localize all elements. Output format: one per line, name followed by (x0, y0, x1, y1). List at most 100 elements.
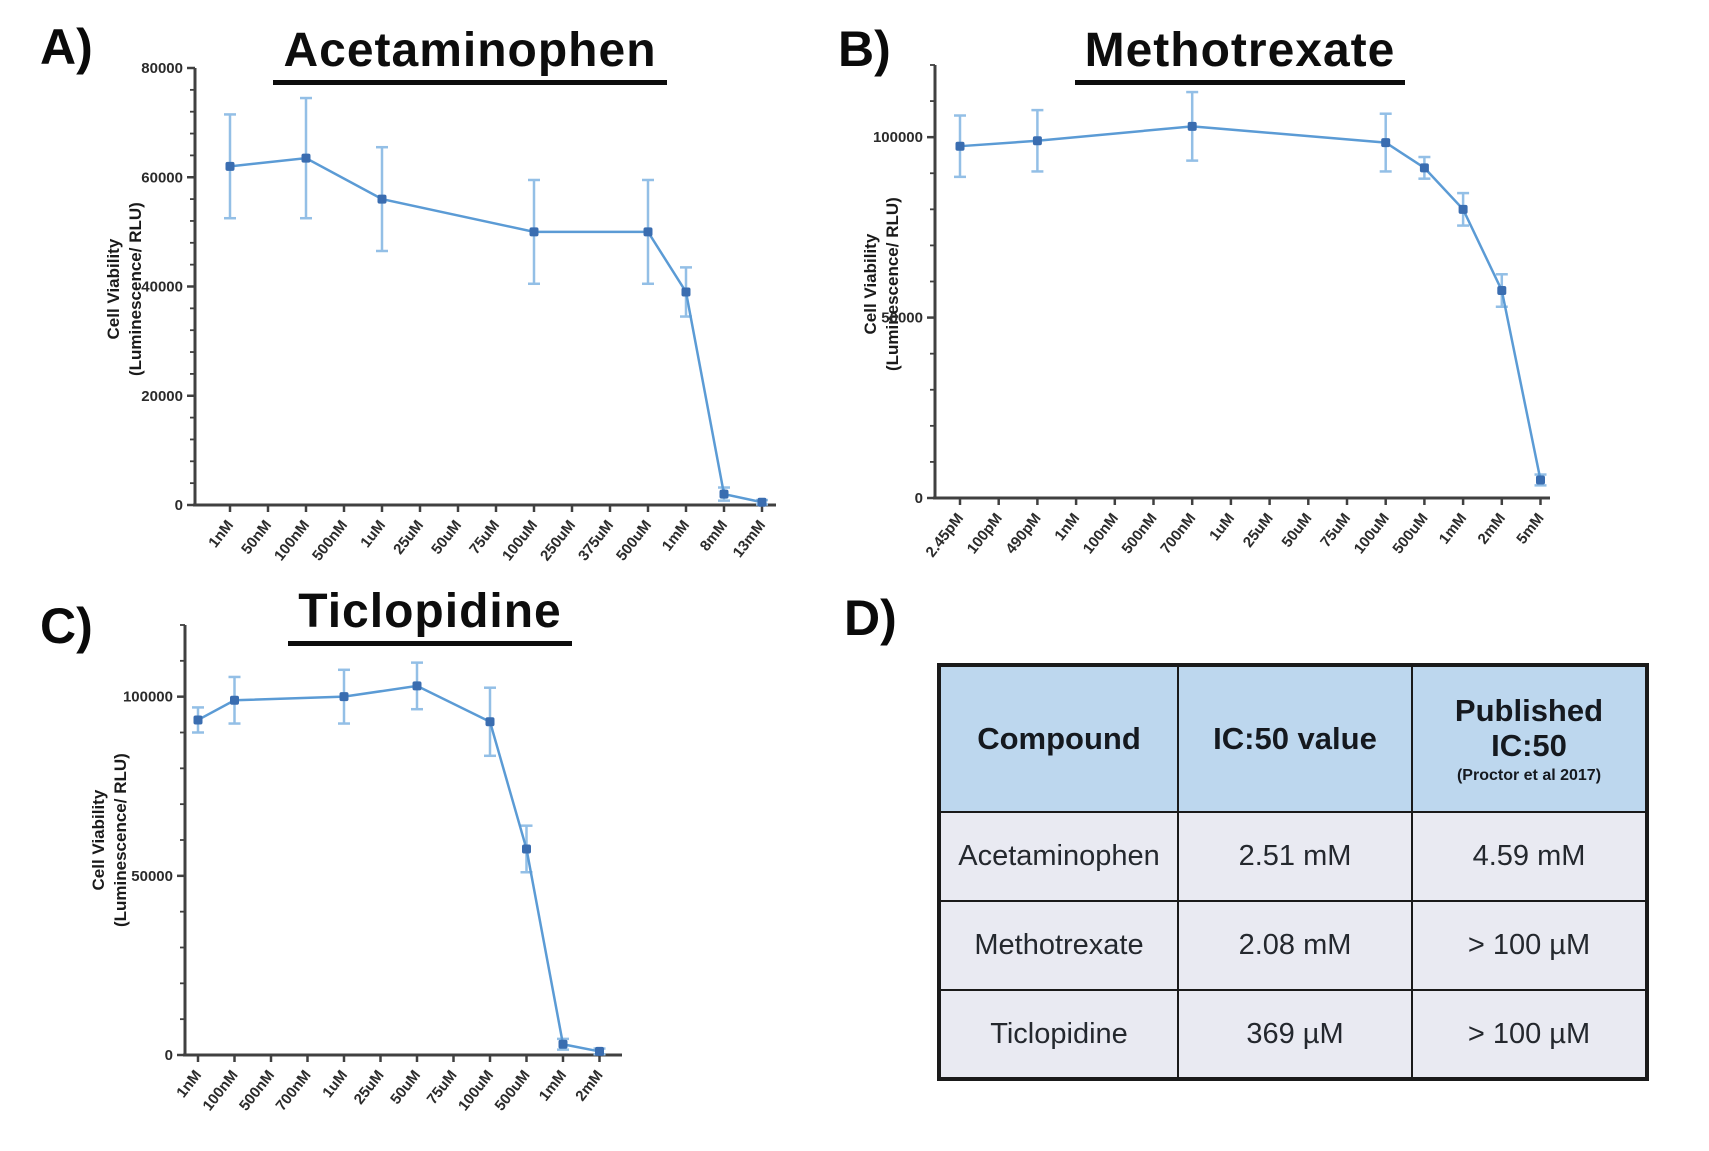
table-header-published-line2: IC:50 (1491, 728, 1567, 764)
series-line (959, 125, 1542, 481)
x-tick-label: 13mM (730, 517, 770, 561)
x-tick-label: 25uM (1240, 510, 1277, 551)
data-point (1419, 163, 1429, 173)
series-line (197, 684, 600, 1053)
x-tick-label: 100uM (455, 1067, 497, 1114)
data-point (529, 227, 539, 237)
y-tick-label: 40000 (141, 279, 183, 296)
table-header-published-line1: Published (1454, 692, 1604, 728)
x-tick-label: 50nM (238, 517, 275, 558)
x-tick-label: 1mM (536, 1067, 570, 1104)
data-point (1536, 475, 1545, 485)
table-row: Methotrexate 2.08 mM > 100 µM (938, 900, 1648, 991)
x-tick-label: 500uM (492, 1067, 534, 1114)
y-tick-label: 100000 (873, 129, 923, 146)
cell-compound: Methotrexate (938, 900, 1179, 991)
data-point (412, 681, 422, 691)
panel-c-title-text: Ticlopidine (288, 586, 572, 647)
data-point (193, 715, 203, 725)
x-tick-label: 1uM (357, 517, 389, 551)
y-tick-label: 0 (175, 497, 183, 514)
x-tick-label: 75uM (1317, 510, 1354, 551)
table-header-compound: Compound (938, 664, 1179, 813)
x-tick-label: 375uM (575, 517, 617, 564)
series-line (229, 156, 763, 504)
x-tick-label: 490pM (1002, 510, 1044, 557)
x-tick-label: 100nM (200, 1067, 242, 1114)
panel-c-title: Ticlopidine (170, 586, 690, 647)
table-row: Acetaminophen 2.51 mM 4.59 mM (938, 811, 1648, 902)
x-tick-label: 1uM (1206, 510, 1238, 544)
table-header-published-ic50: Published IC:50 (Proctor et al 2017) (1411, 664, 1648, 813)
x-tick-label: 50uM (1278, 510, 1315, 551)
cell-published-ic50: > 100 µM (1411, 900, 1648, 991)
data-point (719, 489, 729, 499)
cell-ic50: 369 µM (1177, 989, 1413, 1080)
panel-b-title-text: Methotrexate (1074, 25, 1406, 86)
x-tick-label: 8mM (697, 517, 731, 554)
panel-a: A) Acetaminophen Cell Viability (Lumines… (0, 0, 830, 575)
data-point (558, 1039, 568, 1049)
data-point (1381, 138, 1391, 148)
data-point (1458, 204, 1468, 214)
y-tick-label: 100000 (123, 689, 173, 706)
data-point (757, 497, 767, 507)
table-header-citation: (Proctor et al 2017) (1456, 766, 1602, 784)
panel-b-title: Methotrexate (980, 25, 1500, 86)
data-point (681, 287, 691, 297)
x-tick-label: 75uM (424, 1067, 461, 1108)
cell-compound: Acetaminophen (938, 811, 1179, 902)
y-tick-label: 60000 (141, 169, 183, 186)
x-tick-label: 100nM (271, 517, 313, 564)
panel-c: C) Ticlopidine Cell Viability (Luminesce… (0, 575, 830, 1151)
data-point (522, 844, 531, 854)
panel-c-letter: C) (40, 598, 93, 654)
x-tick-label: 2mM (1475, 510, 1509, 547)
panel-b: B) Methotrexate Cell Viability (Luminesc… (830, 0, 1709, 575)
x-tick-label: 500nM (1119, 510, 1161, 557)
y-tick-label: 20000 (141, 388, 183, 405)
data-point (230, 695, 239, 705)
cell-published-ic50: 4.59 mM (1411, 811, 1648, 902)
x-tick-label: 25uM (390, 517, 427, 558)
x-tick-label: 50uM (387, 1067, 424, 1108)
data-point (595, 1046, 604, 1056)
data-point (225, 161, 235, 171)
x-tick-label: 5mM (1513, 510, 1547, 547)
data-point (643, 227, 653, 237)
x-tick-label: 100nM (1080, 510, 1122, 557)
x-tick-label: 1nM (205, 517, 237, 551)
panel-a-title: Acetaminophen (200, 25, 740, 86)
cell-ic50: 2.08 mM (1177, 900, 1413, 991)
x-tick-label: 2.45pM (922, 510, 967, 561)
data-point (339, 692, 349, 702)
data-point (1032, 136, 1042, 146)
panel-b-letter: B) (838, 21, 891, 77)
x-tick-label: 500uM (613, 517, 655, 564)
y-tick-label: 0 (165, 1047, 173, 1064)
data-point (1497, 286, 1507, 296)
x-tick-label: 1uM (319, 1067, 351, 1101)
x-tick-label: 1mM (659, 517, 693, 554)
x-tick-label: 1mM (1436, 510, 1470, 547)
data-point (1187, 121, 1197, 131)
x-tick-label: 50uM (428, 517, 465, 558)
cell-published-ic50: > 100 µM (1411, 989, 1648, 1080)
x-tick-label: 700nM (1157, 510, 1199, 557)
y-tick-label: 80000 (141, 60, 183, 77)
y-tick-label: 0 (915, 490, 923, 507)
panel-a-letter: A) (40, 19, 93, 75)
cell-ic50: 2.51 mM (1177, 811, 1413, 902)
data-point (955, 141, 965, 151)
x-tick-label: 100uM (1351, 510, 1393, 557)
table-row: Ticlopidine 369 µM > 100 µM (938, 989, 1648, 1080)
x-tick-label: 250uM (537, 517, 579, 564)
data-point (485, 717, 495, 727)
x-tick-label: 100pM (964, 510, 1006, 557)
x-tick-label: 75uM (466, 517, 503, 558)
x-tick-label: 2mM (572, 1067, 606, 1104)
